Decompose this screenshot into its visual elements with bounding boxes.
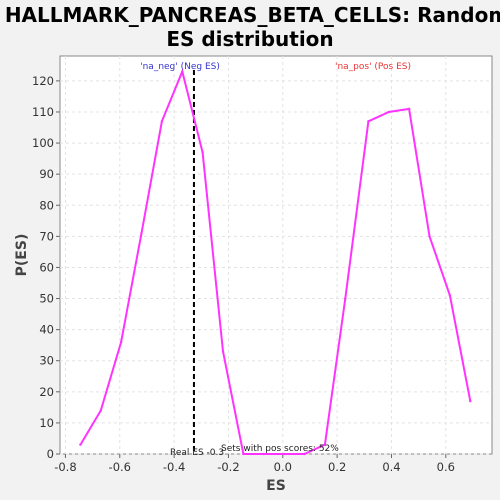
x-tick-label: -0.6 — [109, 460, 131, 474]
series-point — [448, 294, 452, 297]
pos-es-label: 'na_pos' (Pos ES) — [335, 62, 411, 72]
y-tick-label: 80 — [39, 198, 54, 212]
series-line-es-distribution — [79, 68, 472, 455]
x-tick-label: -0.2 — [217, 460, 239, 474]
series-point — [469, 399, 472, 403]
y-tick-label: 50 — [39, 292, 54, 306]
y-tick-label: 20 — [39, 385, 54, 399]
series-point — [140, 232, 143, 235]
series-points — [79, 70, 472, 456]
series-point — [221, 350, 225, 353]
plot-area — [59, 55, 493, 455]
series-point — [201, 151, 204, 154]
y-tick-label: 110 — [32, 105, 54, 119]
series-point — [387, 110, 390, 114]
x-tick-label: 0.0 — [274, 460, 292, 474]
y-tick-label: 90 — [39, 167, 54, 181]
series-point — [242, 452, 245, 456]
chart-title-line-2: ES distribution — [166, 27, 333, 51]
x-tick-label: -0.4 — [163, 460, 185, 474]
y-tick-label: 70 — [39, 229, 54, 243]
series-point — [181, 70, 184, 73]
series-point — [79, 443, 82, 446]
series-point — [344, 297, 347, 300]
series-point — [160, 120, 164, 123]
chart-title-line-1: HALLMARK_PANCREAS_BETA_CELLS: Random — [5, 3, 500, 27]
y-tick-label: 0 — [47, 447, 54, 461]
real-es-text: Real ES -0.3 — [170, 448, 224, 458]
y-tick-label: 40 — [39, 323, 54, 337]
series-point — [367, 120, 370, 123]
neg-es-label: 'na_neg' (Neg ES) — [140, 62, 220, 72]
grid-lines — [60, 56, 492, 455]
y-tick-label: 60 — [39, 260, 54, 274]
series-point — [303, 452, 306, 456]
y-tick-label: 100 — [32, 136, 54, 150]
series-point — [119, 340, 123, 344]
x-tick-label: 0.6 — [437, 460, 455, 474]
series-point — [407, 107, 411, 111]
series-point — [282, 452, 286, 456]
x-tick-label: -0.8 — [54, 460, 76, 474]
x-axis-ticks: -0.8 -0.6 -0.4 -0.2 0.0 0.2 0.4 0.6 — [54, 454, 455, 474]
y-tick-label: 120 — [32, 74, 54, 88]
x-tick-label: 0.2 — [328, 460, 346, 474]
series-point — [428, 235, 431, 238]
y-axis-label: P(ES) — [14, 234, 30, 277]
series-point — [262, 452, 265, 456]
y-tick-label: 30 — [39, 354, 54, 368]
x-tick-label: 0.4 — [382, 460, 400, 474]
x-axis-label: ES — [266, 478, 286, 494]
y-axis-ticks: 0 10 20 30 40 50 60 70 80 90 100 110 120 — [32, 74, 60, 461]
series-point — [323, 443, 327, 446]
series-point — [99, 409, 102, 412]
y-tick-label: 10 — [39, 416, 54, 430]
sets-with-pos-scores-text: Sets with pos scores: 52% — [221, 444, 339, 454]
